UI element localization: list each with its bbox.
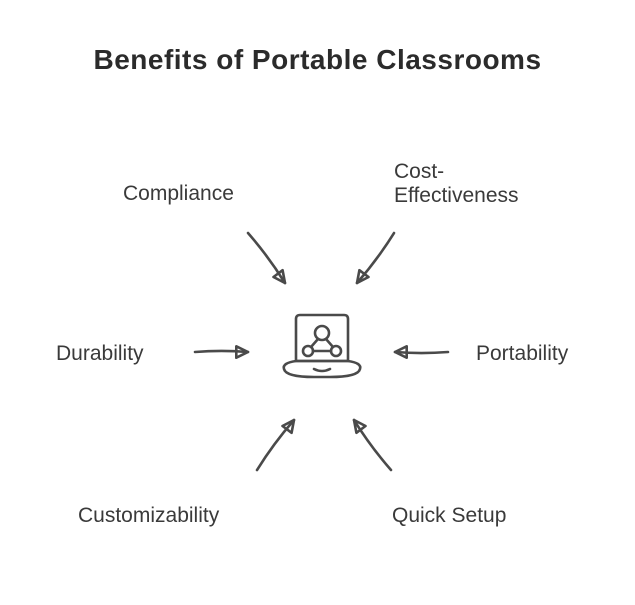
arrow-cost bbox=[357, 233, 394, 283]
arrow-customizability bbox=[257, 420, 294, 470]
node-compliance: Compliance bbox=[123, 182, 234, 206]
laptop-network-icon bbox=[274, 311, 370, 397]
arrow-quicksetup bbox=[354, 420, 391, 470]
arrow-durability bbox=[195, 346, 248, 357]
diagram-title: Benefits of Portable Classrooms bbox=[0, 44, 635, 76]
diagram-canvas: Benefits of Portable Classrooms Complian… bbox=[0, 0, 635, 605]
node-portability: Portability bbox=[476, 342, 568, 366]
node-durability: Durability bbox=[56, 342, 144, 366]
arrow-compliance bbox=[248, 233, 285, 283]
node-customizability: Customizability bbox=[78, 504, 219, 528]
node-quicksetup: Quick Setup bbox=[392, 504, 506, 528]
node-cost: Cost- Effectiveness bbox=[394, 160, 519, 208]
arrow-portability bbox=[395, 346, 448, 357]
